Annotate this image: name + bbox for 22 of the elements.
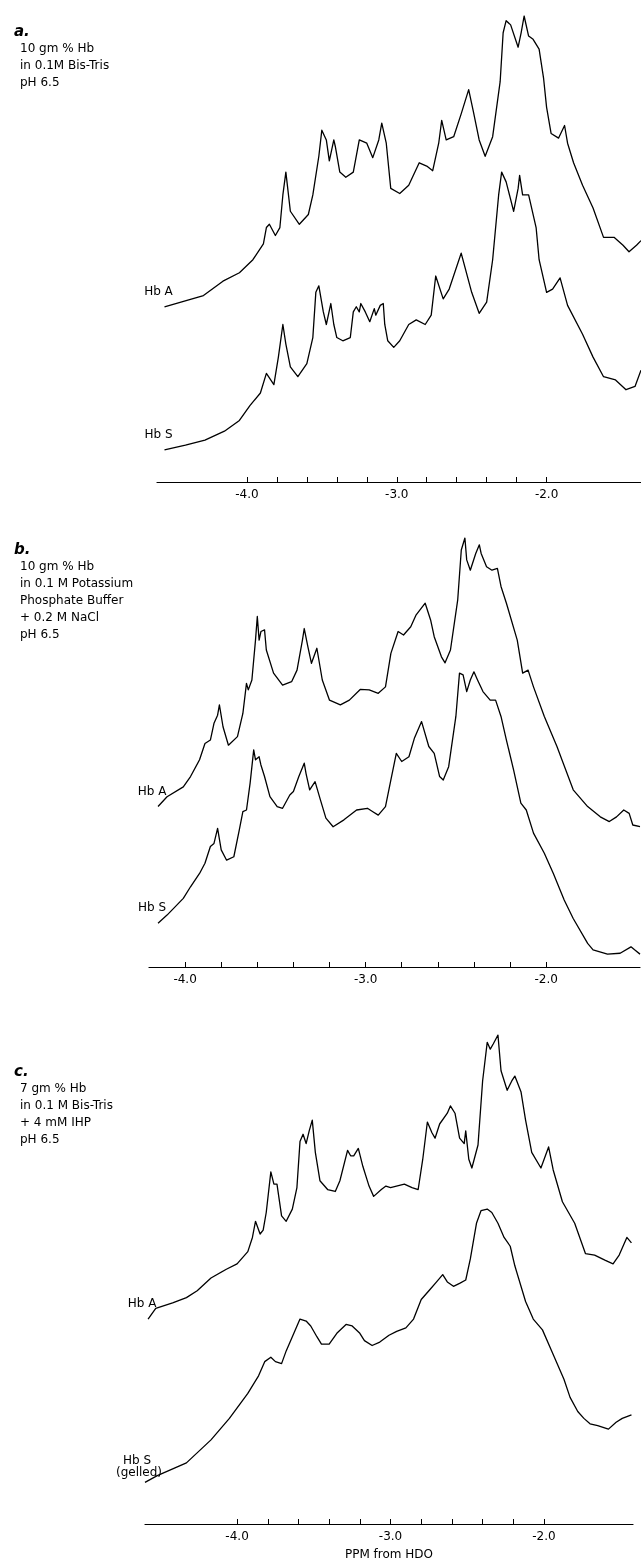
series-label: Hb S: [137, 900, 167, 915]
x-tick-label: -3.0: [385, 487, 409, 501]
x-tick-label: -4.0: [173, 972, 197, 986]
x-tick-label: -4.0: [225, 1529, 249, 1543]
text: a.: [14, 22, 31, 40]
series-label: Hb S (gelled): [115, 1453, 163, 1480]
text: b.: [14, 540, 32, 558]
x-tick-label: -2.0: [534, 972, 558, 986]
x-tick-label: -3.0: [378, 1529, 403, 1543]
x-tick-label: -2.0: [534, 487, 559, 501]
x-axis-title: PPM from HDO: [344, 1547, 434, 1561]
series-label: Hb A: [144, 283, 174, 298]
text: c.: [14, 1062, 30, 1080]
text: 10 gm % Hb in 0.1 M Potassium Phosphate Buffer + 0.2 M NaCl pH 6.5: [20, 558, 134, 643]
text: 10 gm % Hb in 0.1M Bis-Tris pH 6.5: [20, 40, 110, 91]
x-tick-label: -4.0: [235, 487, 259, 501]
x-tick-label: -3.0: [353, 972, 378, 986]
series-label: Hb A: [137, 783, 168, 798]
series-label: Hb A: [127, 1296, 158, 1311]
x-tick-label: -2.0: [532, 1529, 556, 1543]
text: 7 gm % Hb in 0.1 M Bis-Tris + 4 mM IHP pH 6.5: [20, 1080, 113, 1148]
series-label: Hb S: [144, 426, 173, 441]
